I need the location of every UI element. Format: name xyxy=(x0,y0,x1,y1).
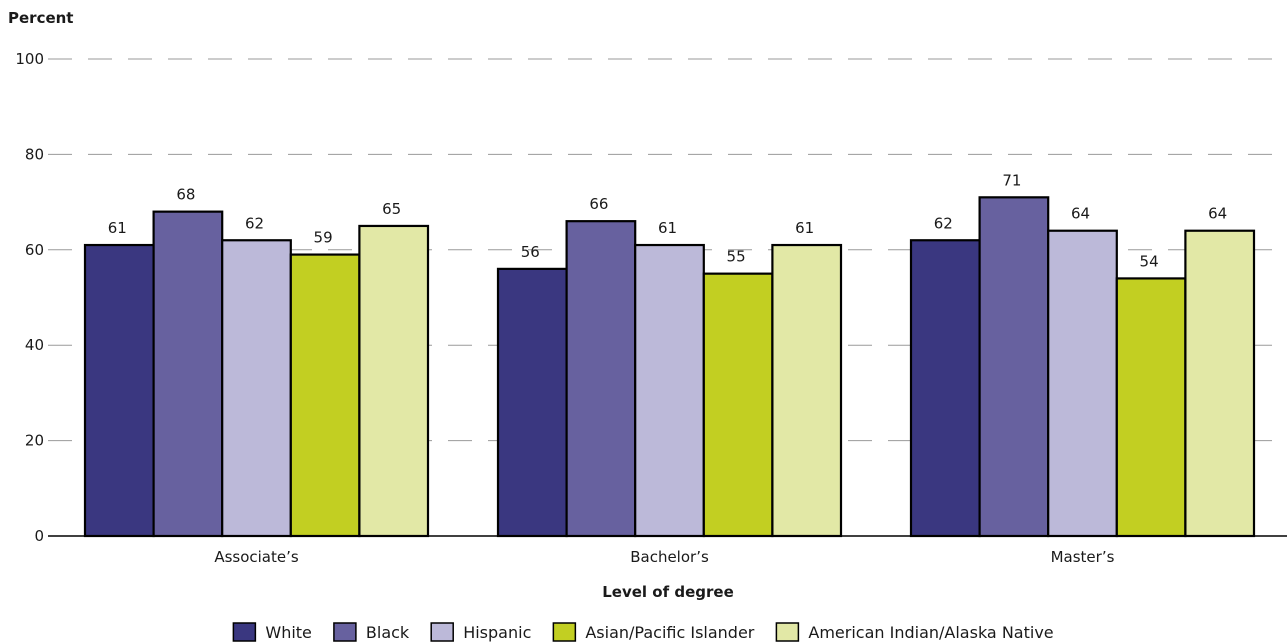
y-axis-label: Percent xyxy=(8,9,73,27)
bar xyxy=(771,243,843,538)
bar xyxy=(909,239,981,538)
bar xyxy=(83,243,155,538)
x-tick-label: Associate’s xyxy=(214,548,299,566)
x-axis-label: Level of degree xyxy=(602,583,734,601)
y-tick-label: 80 xyxy=(25,145,44,163)
bar xyxy=(152,210,224,538)
bars xyxy=(83,196,1256,538)
legend-label: Asian/Pacific Islander xyxy=(585,623,754,642)
bar xyxy=(496,267,568,538)
data-label: 56 xyxy=(521,243,540,261)
legend: White Black Hispanic Asian/Pacific Islander… xyxy=(232,622,1054,642)
data-label: 55 xyxy=(727,248,746,266)
x-tick-label: Bachelor’s xyxy=(630,548,709,566)
data-label: 62 xyxy=(934,214,953,232)
bar xyxy=(289,253,361,538)
y-tick-label: 60 xyxy=(25,241,44,259)
data-label: 61 xyxy=(795,219,814,237)
bar xyxy=(978,196,1050,538)
legend-label: American Indian/Alaska Native xyxy=(808,623,1053,642)
bar xyxy=(1184,229,1256,538)
data-label: 59 xyxy=(314,229,333,247)
legend-label: Hispanic xyxy=(463,623,531,642)
y-tick-label: 0 xyxy=(34,527,44,545)
legend-label: White xyxy=(265,623,312,642)
legend-label: Black xyxy=(366,623,410,642)
bar xyxy=(1047,229,1118,538)
data-label: 62 xyxy=(245,214,264,232)
bar xyxy=(1115,277,1187,538)
bar xyxy=(358,224,430,538)
bar xyxy=(634,243,705,538)
legend-swatch xyxy=(333,622,357,642)
y-tick-label: 100 xyxy=(15,50,44,68)
bar xyxy=(221,239,292,538)
y-tick-label: 40 xyxy=(25,336,44,354)
data-label: 68 xyxy=(176,186,195,204)
x-axis-ticks: Associate’s Bachelor’s Master’s xyxy=(214,548,1114,566)
data-label: 64 xyxy=(1208,205,1227,223)
legend-swatch xyxy=(430,622,454,642)
x-tick-label: Master’s xyxy=(1051,548,1115,566)
data-label: 61 xyxy=(108,219,127,237)
data-label: 64 xyxy=(1071,205,1090,223)
y-axis-ticks: 0 20 40 60 80 100 xyxy=(15,50,44,545)
data-label: 71 xyxy=(1002,171,1021,189)
data-labels: 61 68 62 59 65 56 66 61 55 61 62 71 64 54 64 xyxy=(108,171,1227,270)
y-tick-label: 20 xyxy=(25,432,44,450)
legend-swatch xyxy=(232,622,257,642)
data-label: 61 xyxy=(658,219,677,237)
bar xyxy=(565,220,637,538)
data-label: 65 xyxy=(382,200,401,218)
data-label: 66 xyxy=(589,195,608,213)
legend-swatch xyxy=(775,622,800,642)
bar xyxy=(702,272,774,538)
data-label: 54 xyxy=(1140,252,1159,270)
legend-swatch xyxy=(552,622,577,642)
